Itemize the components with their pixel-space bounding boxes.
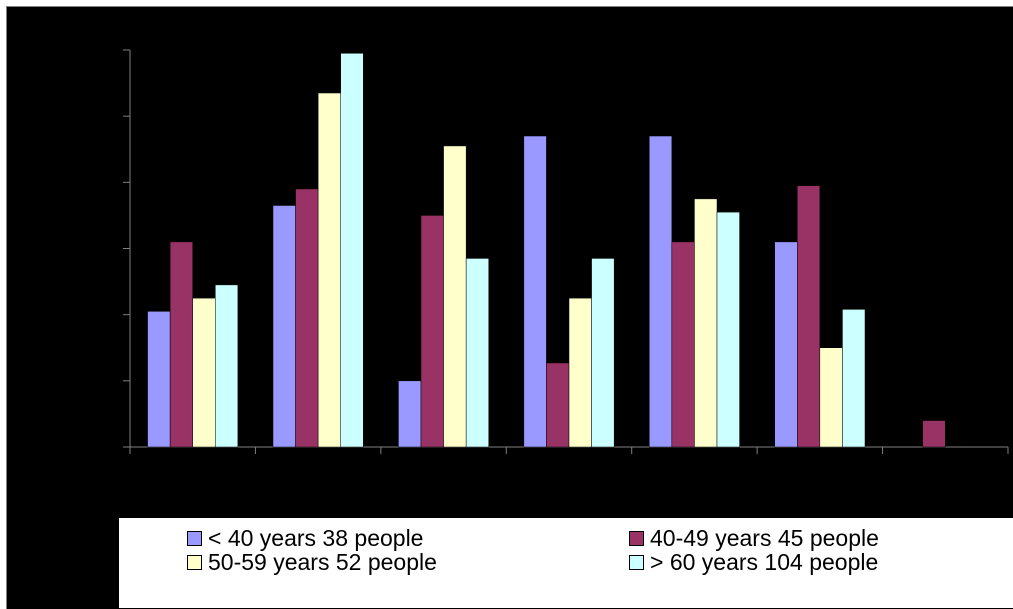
bar-series-4 [591,258,615,448]
legend-swatch-series-3 [187,554,202,570]
bar-series-3 [317,92,341,448]
legend-swatch-series-2 [629,530,644,546]
bar-series-4 [716,211,740,448]
bar-series-4 [465,258,489,448]
bar-series-4 [842,309,866,448]
chart-bars [147,53,946,448]
bar-series-2 [420,215,444,448]
bar-series-2 [295,188,319,448]
legend-label: 50-59 years 52 people [208,549,437,575]
bar-series-1 [398,380,422,448]
bar-series-2 [797,185,821,448]
bar-series-2 [169,241,193,448]
legend-label: > 60 years 104 people [650,549,879,575]
legend-label: < 40 years 38 people [208,525,424,551]
bar-series-1 [147,311,171,448]
bar-series-1 [272,205,296,448]
bar-series-1 [649,135,673,448]
bar-series-1 [523,135,547,448]
legend-item: 40-49 years 45 people [629,526,879,550]
bar-series-3 [192,297,216,448]
legend: < 40 years 38 people 40-49 years 45 peop… [118,517,1013,609]
bar-series-3 [819,347,843,448]
bar-series-2 [546,362,570,448]
bar-series-3 [568,297,592,448]
legend-swatch-series-4 [629,554,644,570]
bar-series-3 [694,198,718,448]
legend-item: > 60 years 104 people [629,550,878,574]
bar-series-1 [774,241,798,448]
bar-series-3 [443,145,467,448]
bar-series-4 [340,53,364,448]
legend-item: 50-59 years 52 people [187,550,437,574]
bar-series-4 [215,284,239,448]
legend-label: 40-49 years 45 people [650,525,879,551]
bar-series-2 [922,420,946,448]
bar-series-2 [671,241,695,448]
legend-swatch-series-1 [187,530,202,546]
legend-item: < 40 years 38 people [187,526,423,550]
